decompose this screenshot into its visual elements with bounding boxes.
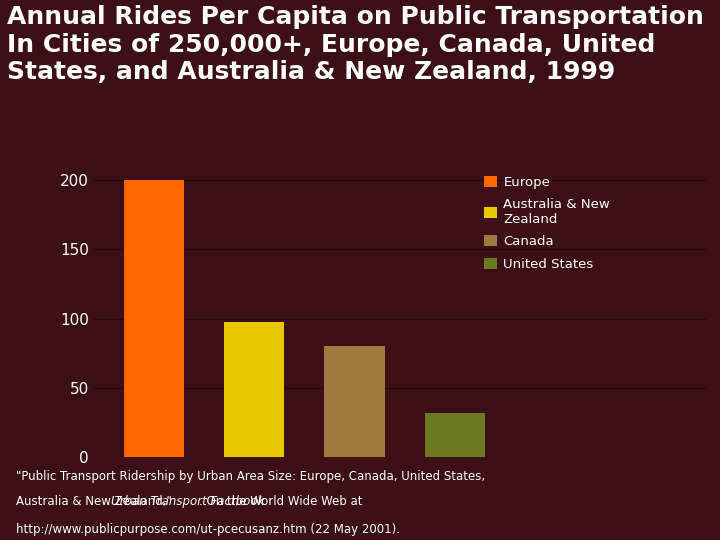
Text: http://www.publicpurpose.com/ut-pcecusanz.htm (22 May 2001).: http://www.publicpurpose.com/ut-pcecusan… [16, 523, 400, 536]
Text: Urban Transport Factbook: Urban Transport Factbook [111, 495, 264, 508]
Bar [224, 321, 284, 457]
Text: . On the World Wide Web at: . On the World Wide Web at [199, 495, 362, 508]
Text: "Public Transport Ridership by Urban Area Size: Europe, Canada, United States,: "Public Transport Ridership by Urban Are… [16, 469, 485, 483]
Bar [425, 413, 485, 457]
Bar [324, 347, 384, 457]
Text: Annual Rides Per Capita on Public Transportation
In Cities of 250,000+, Europe, : Annual Rides Per Capita on Public Transp… [7, 5, 704, 84]
Bar [124, 180, 184, 457]
Text: Australia & New Zealand,": Australia & New Zealand," [16, 495, 176, 508]
Legend: Europe, Australia & New
Zealand, Canada, United States: Europe, Australia & New Zealand, Canada,… [480, 172, 614, 274]
